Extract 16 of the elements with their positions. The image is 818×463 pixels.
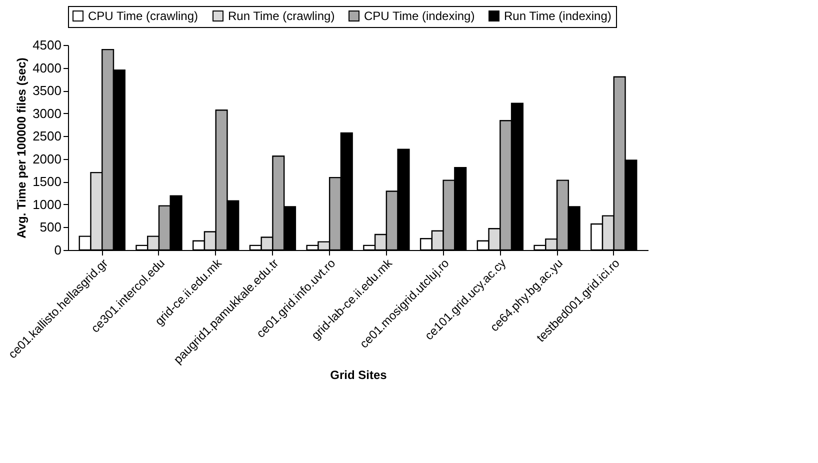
- y-tick-label: 500: [40, 220, 62, 235]
- y-tick-label: 3500: [32, 83, 62, 98]
- legend-label: CPU Time (indexing): [364, 9, 475, 23]
- y-tick-label: 1500: [32, 174, 62, 190]
- y-axis-title: Avg. Time per 100000 files (sec): [14, 58, 29, 238]
- y-tick-label: 2500: [32, 128, 62, 144]
- legend-label: Run Time (indexing): [504, 9, 612, 23]
- y-tick-label: 1000: [32, 196, 62, 212]
- y-tick-label: 4500: [32, 38, 62, 52]
- y-tick-label: 4000: [32, 60, 62, 76]
- legend-label: CPU Time (crawling): [88, 9, 198, 23]
- x-axis-title: Grid Sites: [330, 368, 388, 382]
- y-tick-label: 2000: [32, 151, 62, 166]
- y-tick-label: 0: [54, 242, 62, 258]
- y-tick-label: 3000: [32, 106, 62, 121]
- legend-label: Run Time (crawling): [228, 9, 335, 23]
